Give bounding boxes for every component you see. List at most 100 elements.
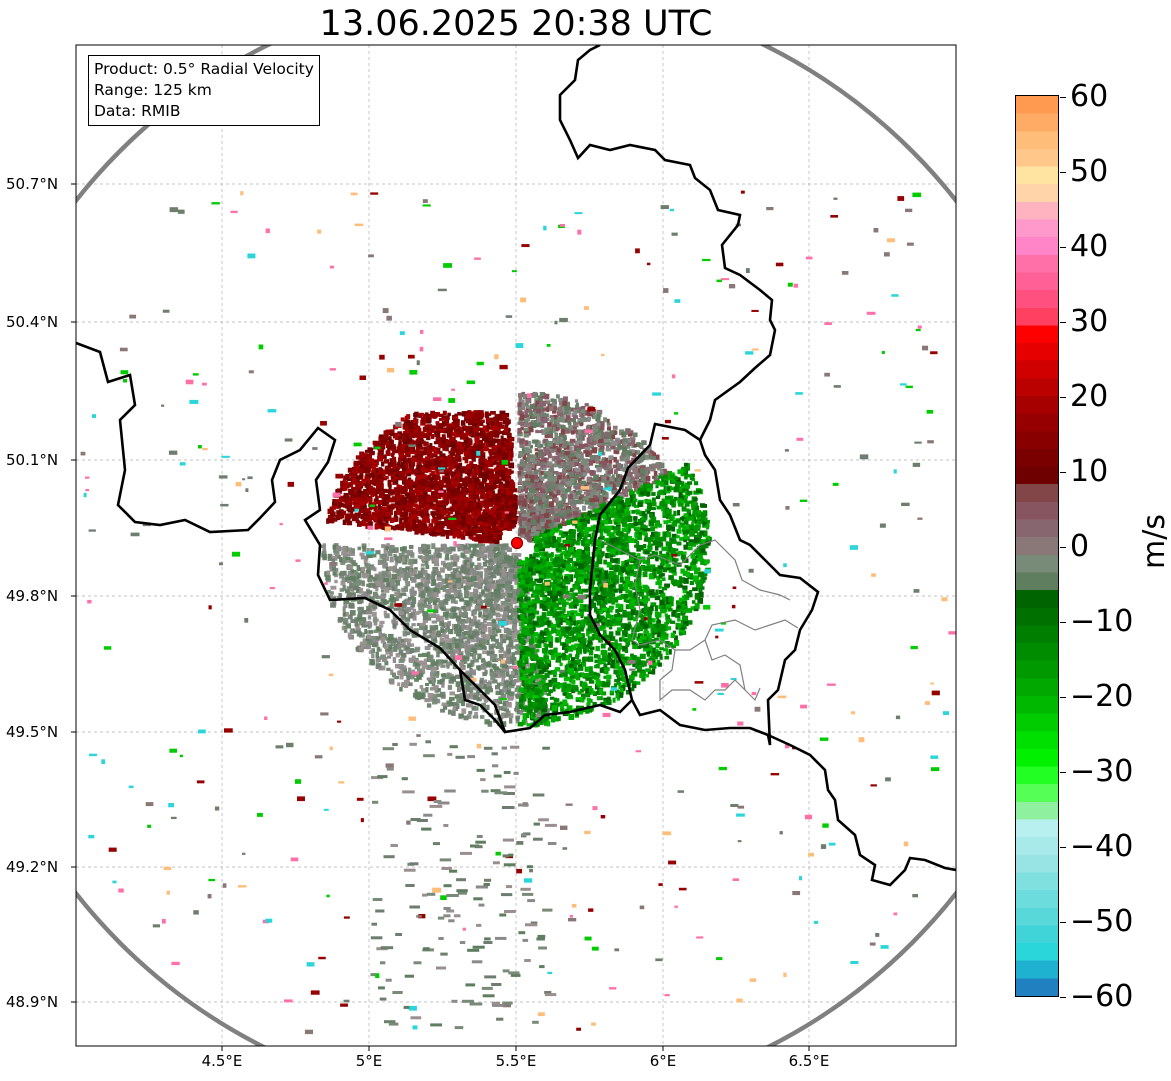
echo-pixel	[330, 509, 335, 514]
echo-pixel	[369, 458, 375, 465]
echo-pixel	[630, 476, 634, 481]
echo-pixel	[581, 408, 586, 415]
echo-pixel	[578, 452, 584, 456]
echo-pixel	[555, 426, 560, 431]
echo-pixel	[398, 484, 403, 489]
echo-pixel	[500, 508, 506, 514]
echo-pixel	[371, 470, 376, 476]
echo-pixel	[490, 411, 496, 415]
echo-pixel	[476, 411, 482, 418]
echo-pixel	[376, 482, 380, 489]
echo-pixel	[396, 588, 401, 594]
echo-pixel	[575, 470, 582, 477]
echo-pixel	[426, 435, 431, 441]
echo-pixel	[459, 495, 463, 501]
echo-pixel	[342, 606, 346, 613]
echo-pixel	[563, 436, 567, 441]
echo-pixel	[417, 469, 421, 475]
echo-pixel	[518, 397, 523, 403]
echo-pixel	[609, 438, 614, 442]
echo-pixel	[494, 430, 499, 436]
echo-pixel	[452, 637, 456, 642]
echo-pixel	[456, 625, 461, 631]
echo-pixel	[403, 513, 408, 518]
echo-pixel	[501, 633, 506, 639]
echo-pixel	[529, 507, 534, 512]
echo-pixel	[597, 488, 602, 495]
echo-pixel	[493, 438, 499, 443]
echo-pixel	[423, 446, 430, 452]
echo-pixel	[500, 430, 506, 434]
echo-pixel	[569, 478, 575, 484]
echo-pixel	[412, 524, 417, 529]
echo-pixel	[411, 469, 415, 475]
echo-pixel	[627, 485, 633, 490]
echo-pixel	[408, 497, 414, 503]
echo-pixel	[457, 456, 462, 460]
echo-pixel	[442, 420, 446, 427]
echo-pixel	[400, 521, 405, 525]
echo-pixel	[408, 465, 415, 470]
echo-pixel	[581, 406, 586, 411]
echo-pixel	[565, 488, 571, 493]
echo-pixel	[543, 473, 548, 479]
echo-pixel	[384, 459, 390, 464]
echo-pixel	[386, 444, 390, 449]
echo-pixel	[520, 487, 525, 492]
echo-pixel	[508, 499, 514, 505]
echo-pixel	[386, 441, 390, 446]
echo-pixel	[526, 468, 533, 475]
echo-pixel	[403, 438, 409, 445]
echo-pixel	[437, 688, 441, 692]
echo-pixel	[351, 562, 358, 567]
echo-pixel	[504, 477, 509, 484]
echo-pixel	[462, 456, 469, 461]
echo-pixel	[404, 617, 411, 622]
echo-pixel	[456, 566, 463, 570]
echo-pixel	[441, 675, 446, 681]
echo-pixel	[377, 452, 383, 456]
echo-pixel	[446, 523, 452, 529]
velocity-echoes	[80, 190, 956, 1035]
echo-pixel	[528, 485, 532, 492]
echo-pixel	[399, 506, 406, 511]
echo-pixel	[558, 406, 563, 412]
echo-pixel	[586, 437, 592, 444]
echo-pixel	[482, 433, 486, 439]
echo-pixel	[524, 418, 528, 423]
echo-pixel	[413, 418, 419, 424]
echo-pixel	[434, 477, 438, 483]
echo-pixel	[527, 455, 532, 459]
echo-pixel	[404, 522, 410, 528]
echo-pixel	[537, 500, 543, 505]
echo-pixel	[463, 579, 468, 584]
echo-pixel	[464, 417, 468, 422]
echo-pixel	[601, 465, 606, 469]
echo-pixel	[456, 502, 462, 507]
echo-pixel	[390, 472, 397, 477]
echo-pixel	[492, 514, 496, 518]
echo-pixel	[533, 469, 539, 475]
echo-pixel	[405, 566, 410, 571]
echo-pixel	[524, 488, 528, 494]
echo-pixel	[624, 460, 629, 464]
echo-pixel	[570, 502, 575, 506]
echo-pixel	[442, 440, 446, 444]
echo-pixel	[478, 483, 485, 489]
echo-pixel	[415, 524, 421, 528]
echo-pixel	[529, 502, 534, 507]
echo-pixel	[612, 425, 618, 430]
echo-pixel	[590, 435, 596, 441]
echo-pixel	[471, 480, 477, 484]
echo-pixel	[568, 499, 575, 505]
echo-pixel	[369, 515, 374, 519]
echo-pixel	[453, 463, 459, 468]
echo-pixel	[408, 433, 414, 438]
echo-pixel	[438, 442, 443, 448]
echo-pixel	[490, 420, 496, 427]
echo-pixel	[537, 443, 542, 449]
echo-pixel	[578, 477, 582, 482]
echo-pixel	[327, 556, 332, 562]
echo-pixel	[405, 473, 412, 477]
echo-pixel	[363, 489, 367, 493]
